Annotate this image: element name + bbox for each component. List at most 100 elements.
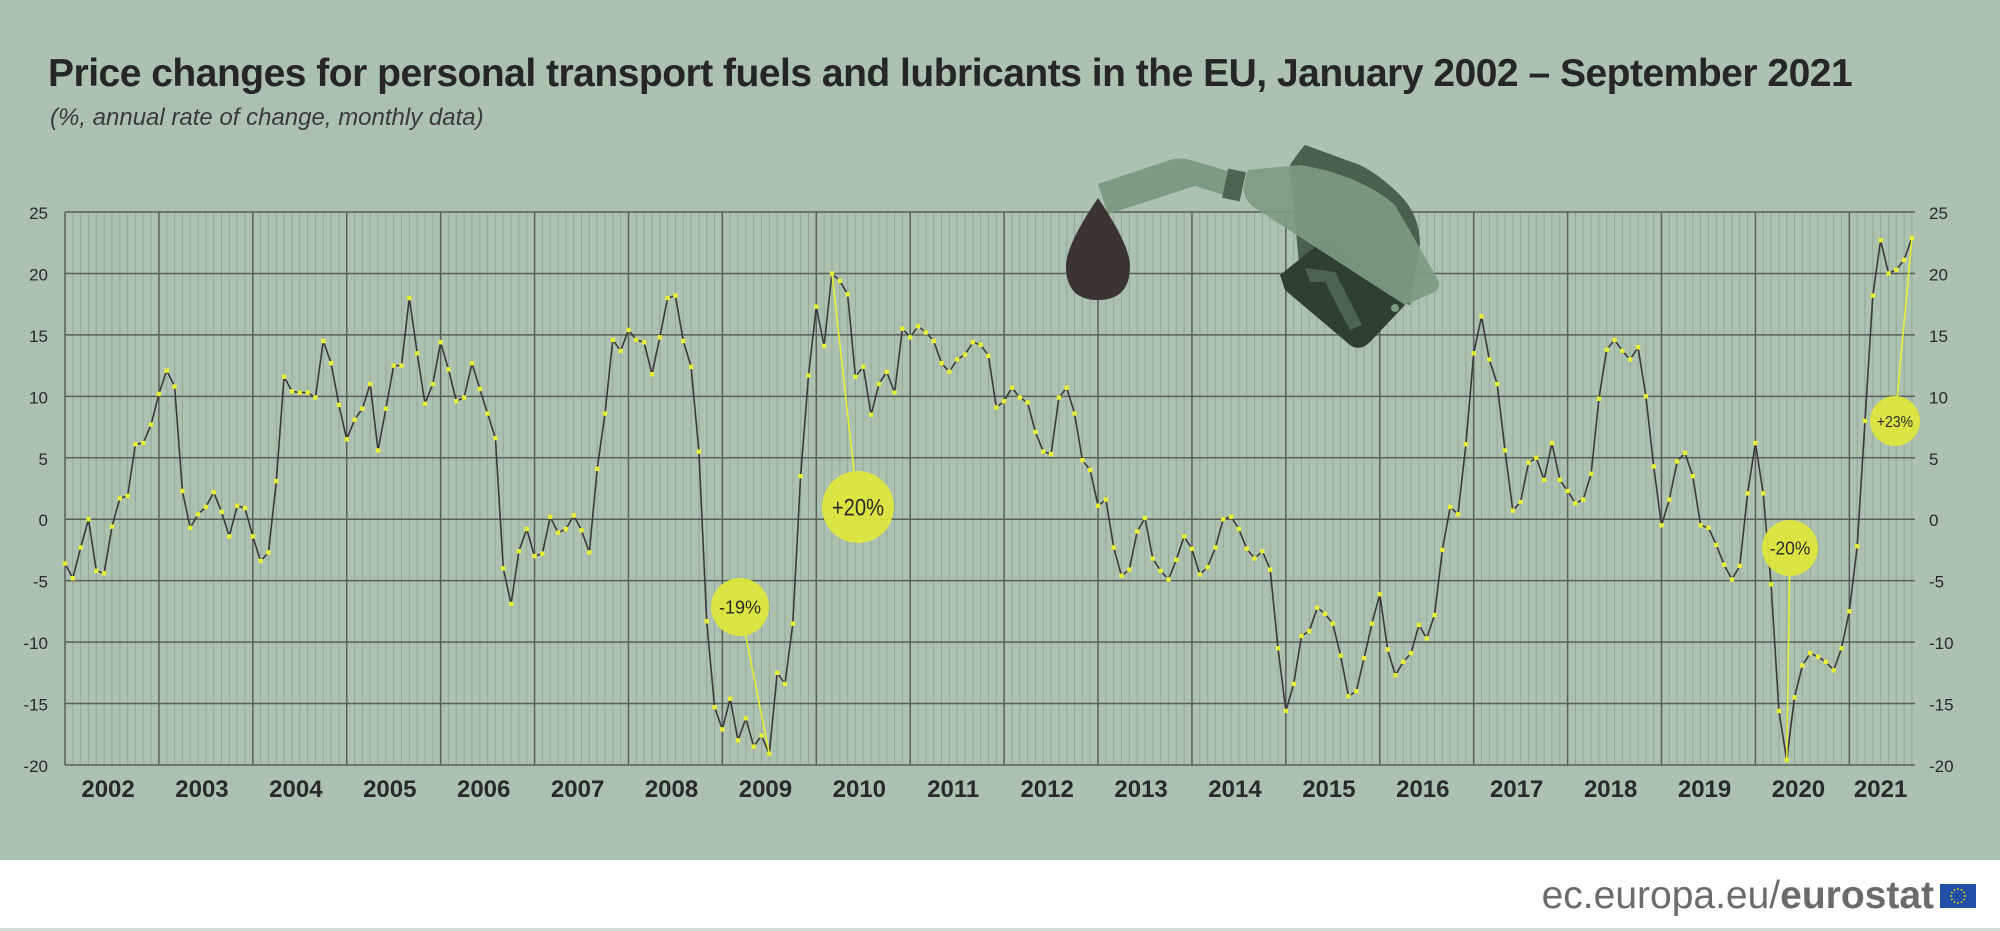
- data-point: [328, 360, 334, 366]
- data-point: [469, 360, 475, 366]
- annotation-leader-line: [831, 273, 859, 508]
- data-point: [1628, 357, 1633, 362]
- data-point: [1776, 708, 1782, 714]
- data-point: [297, 390, 302, 395]
- data-point: [868, 412, 874, 417]
- x-tick-label: 2003: [175, 776, 228, 803]
- data-point: [1690, 474, 1696, 479]
- y-tick-label-left: -5: [33, 573, 48, 592]
- data-point: [1408, 650, 1414, 656]
- data-point: [1839, 646, 1844, 651]
- flag-star: [1951, 891, 1953, 894]
- data-point: [336, 402, 342, 408]
- data-point: [1502, 448, 1508, 453]
- fuel-hose-icon: [1098, 158, 1240, 214]
- data-point: [1181, 534, 1187, 539]
- data-point: [352, 417, 357, 422]
- data-point: [508, 601, 514, 607]
- data-point: [86, 517, 91, 522]
- data-point: [1714, 542, 1719, 548]
- data-point: [1088, 467, 1093, 473]
- fuel-pump-illustration: [1066, 145, 1440, 348]
- data-point: [986, 353, 991, 358]
- data-point: [203, 504, 209, 510]
- data-point: [532, 553, 537, 559]
- flag-star: [1953, 901, 1956, 903]
- data-point: [313, 395, 318, 400]
- data-point: [1667, 497, 1672, 502]
- data-point: [70, 576, 76, 581]
- data-point: [602, 411, 608, 416]
- data-point: [1518, 499, 1523, 505]
- data-point: [1549, 440, 1555, 446]
- data-point: [555, 530, 561, 535]
- data-point: [375, 448, 381, 453]
- data-point: [1158, 568, 1163, 574]
- data-point: [610, 337, 616, 343]
- data-point: [1095, 503, 1101, 508]
- source-link[interactable]: ec.europa.eu/eurostat: [1542, 874, 1934, 918]
- data-point: [1620, 348, 1625, 354]
- data-point: [78, 545, 83, 550]
- data-point: [688, 364, 694, 370]
- data-point: [1596, 396, 1602, 401]
- annotations: -19% +20% -20% +23%: [711, 237, 1920, 761]
- x-tick-label: 2009: [739, 776, 792, 803]
- data-point: [1111, 545, 1116, 550]
- data-point: [422, 401, 428, 406]
- data-point: [915, 324, 921, 329]
- data-point: [211, 489, 216, 495]
- data-point: [1588, 471, 1594, 476]
- data-point: [970, 340, 976, 345]
- data-point: [712, 705, 717, 710]
- data-point: [1815, 654, 1821, 660]
- pump-rivet-icon: [1391, 304, 1399, 312]
- y-tick-label-left: 25: [29, 204, 48, 223]
- data-point: [117, 496, 122, 501]
- data-point: [1119, 573, 1124, 578]
- x-tick-label: 2020: [1772, 776, 1825, 803]
- annotation-label: -20%: [1770, 538, 1811, 558]
- data-point: [344, 437, 349, 442]
- data-point: [446, 367, 451, 372]
- data-point: [814, 304, 819, 309]
- data-point: [1565, 488, 1570, 494]
- data-point: [939, 360, 944, 366]
- data-point: [1244, 546, 1249, 551]
- data-point: [1330, 621, 1336, 626]
- data-point: [414, 351, 420, 356]
- data-markers: [62, 235, 1915, 763]
- data-point: [571, 513, 576, 518]
- data-point: [1463, 442, 1469, 447]
- data-point: [1166, 577, 1171, 582]
- data-point: [1878, 238, 1883, 243]
- data-point: [1033, 429, 1038, 435]
- data-point: [665, 295, 670, 301]
- data-point: [1072, 411, 1077, 416]
- x-tick-label: 2013: [1114, 776, 1167, 803]
- y-tick-label-right: 0: [1929, 511, 1938, 530]
- data-point: [1440, 547, 1445, 553]
- data-point: [1283, 708, 1289, 714]
- flag-star: [1957, 888, 1959, 890]
- data-point: [109, 524, 115, 529]
- data-point: [274, 478, 279, 484]
- data-point: [1369, 621, 1375, 626]
- data-point: [156, 391, 162, 397]
- x-tick-label: 2007: [551, 776, 604, 803]
- data-point: [195, 512, 201, 517]
- pump-handle-front-icon: [1243, 165, 1440, 305]
- x-tick-label: 2019: [1678, 776, 1731, 803]
- data-point: [1322, 611, 1328, 617]
- data-point: [563, 526, 569, 532]
- data-point: [407, 295, 412, 301]
- data-point: [884, 369, 889, 374]
- data-point: [180, 488, 185, 494]
- data-point: [1886, 271, 1891, 276]
- data-point: [790, 621, 796, 626]
- data-point: [1494, 381, 1500, 387]
- data-point: [101, 571, 107, 576]
- data-point: [1134, 529, 1140, 534]
- data-point: [978, 342, 983, 347]
- data-point: [587, 550, 592, 555]
